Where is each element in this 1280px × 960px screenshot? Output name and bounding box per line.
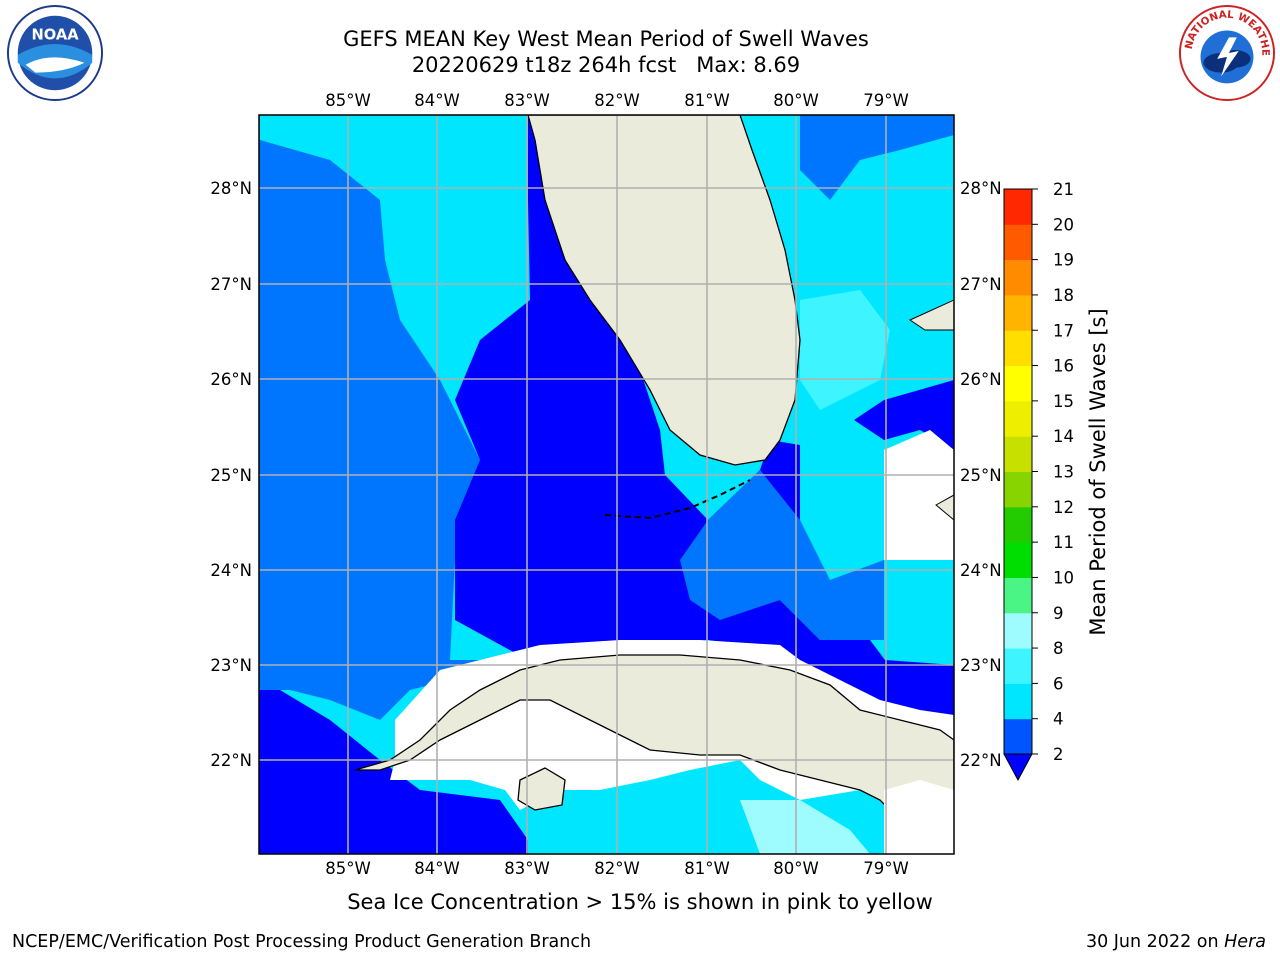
colorbar-tick-label: 15: [1053, 392, 1074, 411]
noaa-logo-text: NOAA: [31, 26, 79, 43]
lon-label-top: 84°W: [414, 91, 460, 110]
footer-date-text: 30 Jun 2022 on: [1085, 932, 1225, 952]
colorbar-tick-label: 20: [1053, 215, 1074, 234]
colorbar-segment: [1004, 259, 1032, 296]
colorbar-segment: [1004, 718, 1032, 755]
lat-label-left: 28°N: [210, 179, 252, 198]
title-line-1: GEFS MEAN Key West Mean Period of Swell …: [343, 27, 869, 51]
land-mask-bahamas: [884, 430, 954, 560]
colorbar-segment: [1004, 436, 1032, 472]
colorbar-tick-label: 11: [1053, 533, 1074, 552]
land-mask-east: [884, 780, 954, 854]
swell-field-caribbean-core: [740, 800, 870, 854]
colorbar-segment: [1004, 189, 1032, 225]
swell-field-2-4: [455, 115, 954, 720]
lon-label-bottom: 83°W: [504, 859, 550, 878]
lon-label-top: 83°W: [504, 91, 550, 110]
lat-label-left: 23°N: [210, 656, 252, 675]
lon-label-top: 81°W: [684, 91, 730, 110]
lat-label-left: 24°N: [210, 561, 252, 580]
lon-labels-bottom: 85°W 84°W 83°W 82°W 81°W 80°W 79°W: [325, 859, 909, 878]
colorbar-segment: [1004, 506, 1032, 543]
lon-label-bottom: 84°W: [414, 859, 460, 878]
colorbar-segment: [1004, 648, 1032, 684]
footer-date: 30 Jun 2022 on Hera: [1086, 932, 1266, 952]
colorbar-tick-label: 9: [1053, 604, 1064, 623]
colorbar-segment: [1004, 577, 1032, 614]
lon-label-bottom: 82°W: [594, 859, 640, 878]
colorbar-tick-label: 14: [1053, 427, 1074, 446]
lon-label-top: 82°W: [594, 91, 640, 110]
colorbar-extend-arrow: [1003, 753, 1033, 782]
colorbar-tick-label: 10: [1053, 568, 1074, 587]
colorbar-segment: [1004, 683, 1032, 720]
colorbar-tick-label: 16: [1053, 357, 1074, 376]
grand-bahama: [908, 299, 954, 331]
lat-label-right: 26°N: [960, 370, 1002, 389]
map-frame: [258, 114, 955, 855]
lat-label-right: 27°N: [960, 275, 1002, 294]
florida-keys: [604, 479, 751, 520]
cuba-landmass: [354, 654, 954, 854]
lat-label-right: 28°N: [960, 179, 1002, 198]
lat-label-right: 24°N: [960, 561, 1002, 580]
colorbar-segment: [1004, 330, 1032, 367]
lon-label-top: 79°W: [863, 91, 909, 110]
colorbar-tick-label: 8: [1053, 639, 1064, 658]
swell-field-atlantic-core: [800, 290, 890, 410]
map-area: [259, 115, 954, 854]
colorbar-tick-label: 12: [1053, 498, 1074, 517]
footer-credit: NCEP/EMC/Verification Post Processing Pr…: [12, 932, 592, 952]
lon-label-top: 85°W: [325, 91, 371, 110]
sea-ice-caption: Sea Ice Concentration > 15% is shown in …: [347, 890, 933, 914]
lat-labels-right: 28°N 27°N 26°N 25°N 24°N 23°N 22°N: [960, 179, 1002, 770]
lat-label-left: 26°N: [210, 370, 252, 389]
colorbar-segment: [1004, 471, 1032, 508]
colorbar: 2 4 6 8 9 10 11 12 13 14 15 16 17 18 19 20 21: [1003, 180, 1074, 782]
lat-label-right: 22°N: [960, 751, 1002, 770]
noaa-logo: NOAA: [6, 4, 104, 102]
title-line-2: 20220629 t18z 264h fcst Max: 8.69: [411, 53, 801, 77]
colorbar-label: Mean Period of Swell Waves [s]: [1086, 308, 1110, 635]
chart-title: GEFS MEAN Key West Mean Period of Swell …: [0, 26, 1212, 78]
lat-label-left: 27°N: [210, 275, 252, 294]
colorbar-tick-label: 2: [1053, 745, 1064, 764]
colorbar-segment: [1004, 294, 1032, 331]
lat-label-left: 25°N: [210, 466, 252, 485]
lon-label-bottom: 79°W: [863, 859, 909, 878]
colorbar-tick-label: 17: [1053, 321, 1074, 340]
lon-label-bottom: 80°W: [773, 859, 819, 878]
colorbar-segment: [1004, 612, 1032, 649]
colorbar-tick-label: 4: [1053, 710, 1064, 729]
lon-labels-top: 85°W 84°W 83°W 82°W 81°W 80°W 79°W: [325, 91, 909, 110]
map-gridlines: [259, 115, 954, 854]
lat-label-right: 23°N: [960, 656, 1002, 675]
lat-labels-left: 28°N 27°N 26°N 25°N 24°N 23°N 22°N: [210, 179, 252, 770]
swell-field-straits: [680, 470, 884, 640]
lon-label-bottom: 85°W: [325, 859, 371, 878]
lat-label-right: 25°N: [960, 466, 1002, 485]
isla-juventud: [517, 767, 566, 811]
lon-label-bottom: 81°W: [684, 859, 730, 878]
swell-field-atlantic-north: [752, 115, 954, 200]
florida-landmass: [527, 115, 801, 466]
colorbar-segment: [1004, 365, 1032, 402]
colorbar-segment: [1004, 400, 1032, 437]
colorbar-segment: [1004, 224, 1032, 261]
swell-field-4-6: [259, 115, 528, 720]
footer-machine: Hera: [1224, 932, 1266, 952]
lon-label-top: 80°W: [773, 91, 819, 110]
colorbar-tick-label: 18: [1053, 286, 1074, 305]
nws-logo: NATIONAL WEATHER SERVICE: [1178, 4, 1276, 102]
colorbar-tick-label: 19: [1053, 251, 1074, 270]
colorbar-tick-label: 13: [1053, 463, 1074, 482]
colorbar-tick-label: 6: [1053, 674, 1064, 693]
lat-label-left: 22°N: [210, 751, 252, 770]
colorbar-tick-label: 21: [1053, 180, 1074, 199]
colorbar-segment: [1004, 542, 1032, 578]
andros-island: [935, 494, 954, 521]
